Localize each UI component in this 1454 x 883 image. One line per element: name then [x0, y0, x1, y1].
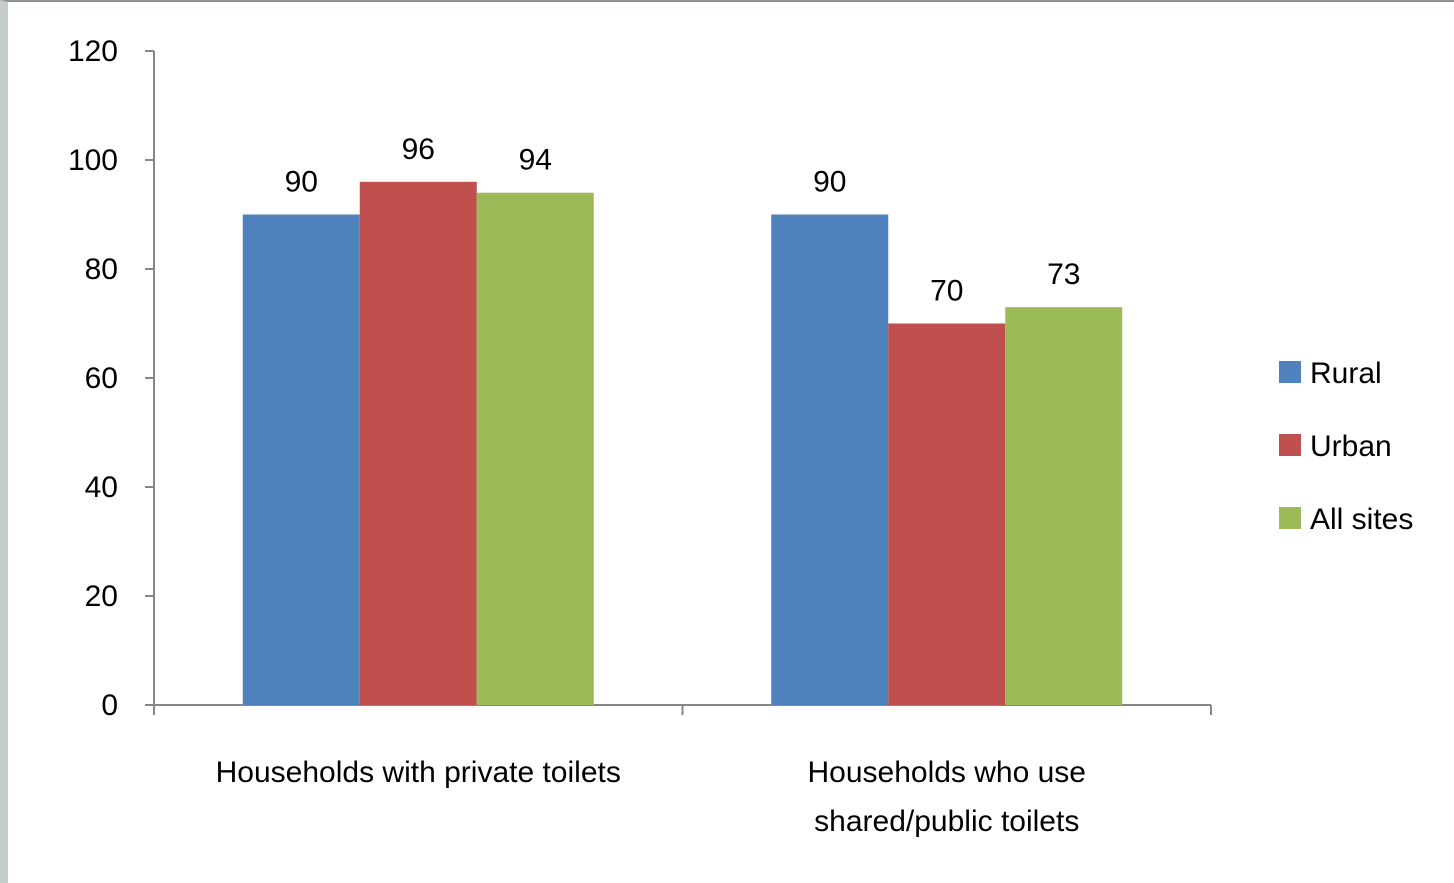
legend-swatch-all-sites [1279, 507, 1301, 529]
bar-all-sites [476, 192, 594, 705]
y-tick-label: 60 [85, 362, 118, 395]
legend-label: Urban [1310, 430, 1392, 463]
bar-rural [242, 214, 360, 705]
y-tick-label: 0 [101, 689, 118, 722]
data-label: 94 [519, 144, 552, 177]
data-label: 73 [1047, 258, 1080, 291]
legend-label: Rural [1310, 357, 1382, 390]
legend-swatch-urban [1279, 434, 1301, 456]
chart-bars [242, 181, 1123, 706]
x-category-label: shared/public toilets [814, 805, 1079, 838]
legend-label: All sites [1310, 503, 1413, 536]
y-tick-label: 80 [85, 253, 118, 286]
data-label: 90 [285, 166, 318, 199]
chart-legend: Rural Urban All sites [1279, 357, 1413, 536]
bar-urban [359, 181, 477, 706]
legend-swatch-rural [1279, 361, 1301, 383]
x-category-label: Households with private toilets [216, 756, 621, 789]
data-label: 70 [930, 275, 963, 308]
chart-data-labels: 90 96 94 90 70 73 [285, 133, 1081, 308]
bar-rural [771, 214, 889, 705]
chart-axes: 0 20 40 60 80 100 120 Households with private t… [68, 35, 1212, 838]
data-label: 90 [813, 166, 846, 199]
y-tick-label: 120 [68, 35, 118, 68]
bar-all-sites [1005, 307, 1123, 705]
data-label: 96 [402, 133, 435, 166]
y-tick-label: 40 [85, 471, 118, 504]
y-tick-label: 20 [85, 580, 118, 613]
x-category-label: Households who use [807, 756, 1086, 789]
bar-urban [888, 323, 1006, 705]
y-tick-label: 100 [68, 144, 118, 177]
